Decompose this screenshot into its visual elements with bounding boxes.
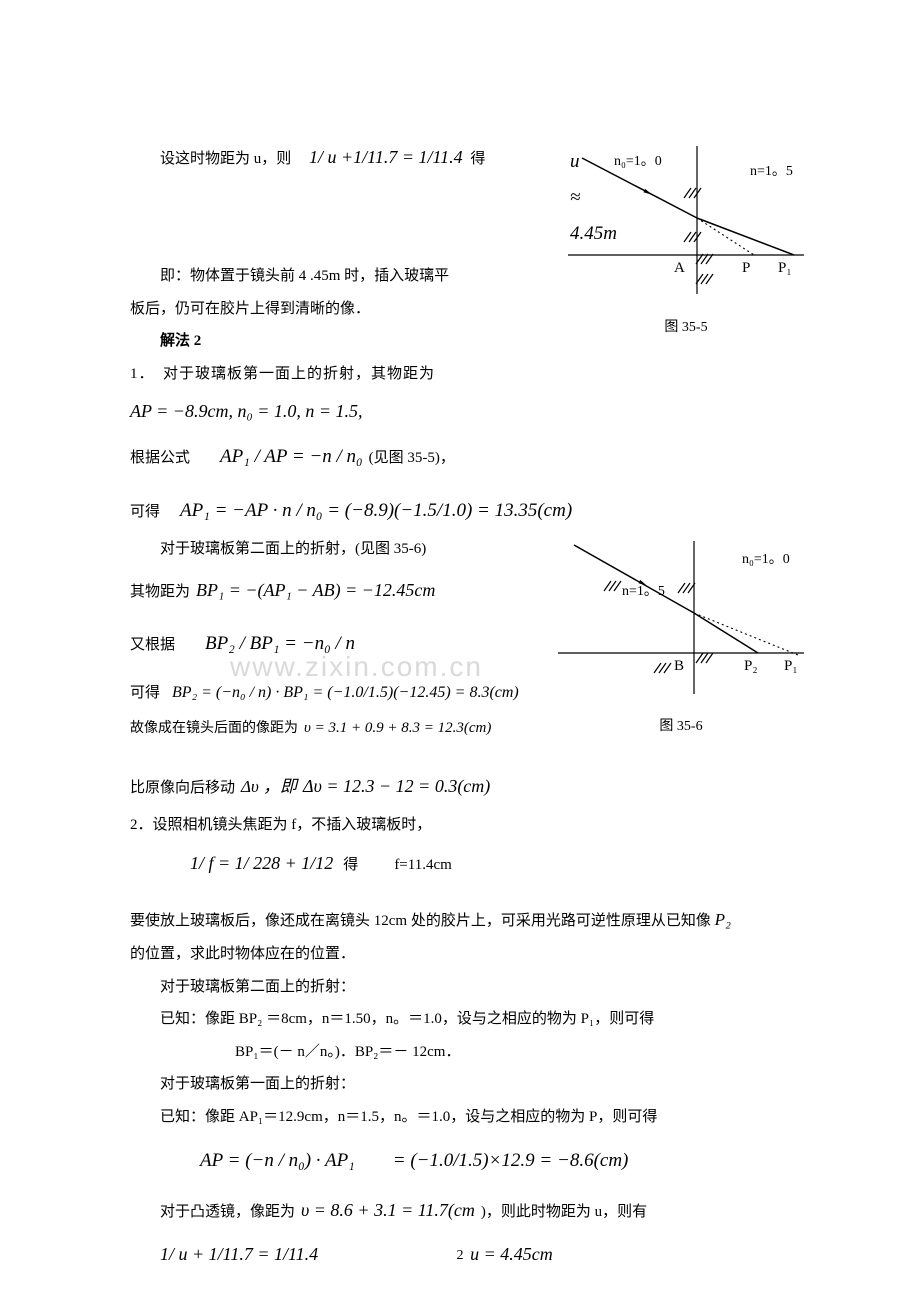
- line-13-eq: Δυ = 12.3 − 12 = 0.3(cm): [303, 769, 490, 803]
- line-6-eq: AP₁ / AP = −n / n₀: [220, 439, 363, 475]
- line-9-eq: BP₁ = −(AP₁ − AB) = −12.45cm: [196, 573, 435, 607]
- line-16b: P₂: [715, 910, 731, 929]
- line-24-pre: 对于凸透镜，像距为: [160, 1198, 295, 1227]
- line-10-row: 又根据 BP₂ / BP₁ = −n₀ / n: [130, 626, 530, 662]
- svg-text:P₁: P₁: [784, 658, 798, 674]
- svg-text:P₂: P₂: [744, 658, 758, 674]
- line-18: 对于玻璃板第二面上的折射：: [130, 973, 810, 1002]
- svg-text:n=1。5: n=1。5: [750, 164, 793, 179]
- svg-text:A: A: [674, 260, 685, 276]
- line-12-pre: 故像成在镜头后面的像距为: [130, 716, 298, 743]
- svg-text:P₁: P₁: [778, 260, 792, 276]
- figure-35-6: n₀=1。0 n=1。5 B P₁ P₂: [552, 535, 810, 700]
- line-12-row: 故像成在镜头后面的像距为 υ = 3.1 + 0.9 + 8.3 = 12.3(…: [130, 714, 530, 743]
- line-10-eq: BP₂ / BP₁ = −n₀ / n: [205, 626, 355, 662]
- section-top: n₀=1。0 n=1。5 A P P₁ 图 35-5 设这时物距为 u，则 1/ u +…: [130, 140, 810, 475]
- page: www.zixin.com.cn n₀=1。0n=1。5APP₁ 图 35-5 …: [0, 0, 920, 1300]
- line-5: AP = −8.9cm, n₀ = 1.0, n = 1.5,: [130, 394, 530, 428]
- line-24-post: )，则此时物距为 u，则有: [481, 1198, 647, 1227]
- line-13-mid: Δυ ，即: [241, 771, 297, 803]
- mid-text: 对于玻璃板第二面上的折射，(见图 35-6) 其物距为 BP₁ = −(AP₁ …: [130, 535, 530, 743]
- line-2a: 即：物体置于镜头前 4 .45m 时，插入玻璃平: [130, 262, 530, 291]
- line-15-row: 1/ f = 1/ 228 + 1/12 得 f=11.4cm: [190, 846, 810, 880]
- line-6-post: (见图 35-5)，: [369, 444, 455, 473]
- line-1-pre: 设这时物距为 u，则: [160, 151, 291, 167]
- figure-35-6-caption: 图 35-6: [552, 714, 810, 741]
- line-1-post: 得: [470, 151, 485, 167]
- line-23: AP = (−n / n₀) · AP₁ = (−1.0/1.5)×12.9 =…: [200, 1143, 810, 1179]
- page-number: 2: [0, 1243, 920, 1270]
- line-1-eq: 1/ u +1/11.7 = 1/11.4: [309, 147, 463, 167]
- line-13-row: 比原像向后移动 Δυ ，即 Δυ = 12.3 − 12 = 0.3(cm): [130, 769, 810, 803]
- line-9-row: 其物距为 BP₁ = −(AP₁ − AB) = −12.45cm: [130, 573, 530, 607]
- line-3: 解法 2: [130, 327, 530, 356]
- line-6-row: 根据公式 AP₁ / AP = −n / n₀ (见图 35-5)，: [130, 439, 810, 475]
- line-7-row: 可得 AP₁ = −AP · n / n₀ = (−8.9)(−1.5/1.0)…: [130, 493, 810, 529]
- line-14: 2．设照相机镜头焦距为 f，不插入玻璃板时，: [130, 811, 810, 840]
- line-19: 已知：像距 BP₂ ＝8cm，n＝1.50，n。＝1.0，设与之相应的物为 P₁…: [130, 1005, 810, 1034]
- svg-text:n=1。5: n=1。5: [622, 584, 665, 599]
- line-24-row: 对于凸透镜，像距为 υ = 8.6 + 3.1 = 11.7(cm )，则此时物…: [160, 1193, 810, 1227]
- line-7-pre: 可得: [130, 498, 160, 527]
- line-8: 对于玻璃板第二面上的折射，(见图 35-6): [130, 535, 530, 564]
- figure-35-5: n₀=1。0 n=1。5 A P P₁: [562, 140, 810, 300]
- line-15-post: 得: [343, 851, 358, 880]
- figure-35-6-container: n₀=1。0 n=1。5 B P₁ P₂ 图 35-6: [552, 535, 810, 741]
- line-17: 的位置，求此时物体应在的位置．: [130, 940, 810, 969]
- line-20: BP₁＝(－ n／n。)．BP₂＝－ 12cm．: [235, 1038, 810, 1067]
- line-12-eq: υ = 3.1 + 0.9 + 8.3 = 12.3(cm): [304, 714, 491, 743]
- svg-text:n₀=1。0: n₀=1。0: [742, 552, 790, 567]
- svg-text:n₀=1。0: n₀=1。0: [614, 154, 662, 169]
- line-9-pre: 其物距为: [130, 578, 190, 607]
- line-11-pre: 可得: [130, 679, 160, 708]
- line-1: 设这时物距为 u，则 1/ u +1/11.7 = 1/11.4 得: [130, 140, 530, 174]
- line-13-pre: 比原像向后移动: [130, 774, 235, 803]
- line-24-eq: υ = 8.6 + 3.1 = 11.7(cm: [301, 1193, 475, 1227]
- line-2b: 板后，仍可在胶片上得到清晰的像．: [130, 295, 530, 324]
- line-16a: 要使放上玻璃板后，像还成在离镜头 12cm 处的胶片上，可采用光路可逆性原理从已…: [130, 913, 711, 929]
- top-text: 设这时物距为 u，则 1/ u +1/11.7 = 1/11.4 得 u ≈ 4…: [130, 140, 530, 429]
- svg-text:P: P: [742, 260, 750, 276]
- svg-text:B: B: [674, 658, 684, 674]
- line-15-eq: 1/ f = 1/ 228 + 1/12: [190, 846, 333, 880]
- line-10-pre: 又根据: [130, 631, 175, 660]
- line-4: 1． 对于玻璃板第一面上的折射，其物距为: [130, 360, 530, 389]
- line-15-res: f=11.4cm: [394, 851, 451, 880]
- line-11-eq: BP₂ = (−n₀ / n) · BP₁ = (−1.0/1.5)(−12.4…: [172, 678, 519, 708]
- line-7-eq: AP₁ = −AP · n / n₀ = (−8.9)(−1.5/1.0) = …: [180, 493, 572, 529]
- line-22: 已知：像距 AP₁＝12.9cm，n＝1.5，n。＝1.0，设与之相应的物为 P…: [130, 1103, 810, 1132]
- section-mid: n₀=1。0 n=1。5 B P₁ P₂ 图 35-6 对于玻璃板第二面上的折射，(见图…: [130, 535, 810, 765]
- line-11-row: 可得 BP₂ = (−n₀ / n) · BP₁ = (−1.0/1.5)(−1…: [130, 678, 530, 708]
- line-6-pre: 根据公式: [130, 444, 190, 473]
- line-16: 要使放上玻璃板后，像还成在离镜头 12cm 处的胶片上，可采用光路可逆性原理从已…: [130, 904, 810, 936]
- figure-35-5-caption: 图 35-5: [562, 315, 810, 342]
- line-21: 对于玻璃板第一面上的折射：: [130, 1070, 810, 1099]
